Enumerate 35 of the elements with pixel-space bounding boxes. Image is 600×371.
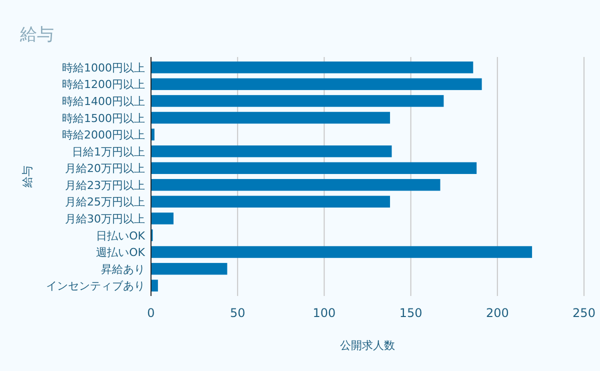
bar <box>151 62 474 74</box>
y-tick-label: 時給1000円以上 <box>62 61 145 74</box>
x-tick-label: 0 <box>147 306 155 320</box>
bar <box>151 78 482 90</box>
chart-title: 給与 <box>19 25 54 45</box>
y-tick-label: 週払いOK <box>96 246 146 260</box>
bar <box>151 212 174 224</box>
y-tick-label: 日給1万円以上 <box>72 145 145 158</box>
y-tick-label: 時給1200円以上 <box>62 78 145 92</box>
bar <box>151 145 392 158</box>
y-tick-label: 時給1400円以上 <box>62 94 145 108</box>
y-tick-label: 昇給あり <box>101 262 145 276</box>
bar <box>151 262 228 275</box>
bar <box>151 280 158 292</box>
y-tick-label: 日払いOK <box>96 229 146 242</box>
x-axis-title: 公開求人数 <box>340 339 395 352</box>
bar <box>151 162 477 174</box>
y-axis-title: 給与 <box>21 166 34 188</box>
x-tick-label: 100 <box>312 306 336 320</box>
y-tick-label: インセンティブあり <box>46 280 145 293</box>
y-tick-label: 時給2000円以上 <box>62 128 145 142</box>
bar <box>151 95 444 107</box>
y-tick-label: 時給1500円以上 <box>62 112 145 125</box>
bar <box>151 179 440 191</box>
x-tick-label: 50 <box>230 306 246 320</box>
bar <box>151 246 532 258</box>
y-tick-label: 月給20万円以上 <box>65 162 145 176</box>
y-tick-label: 月給23万円以上 <box>65 178 145 192</box>
bar <box>151 196 390 208</box>
x-tick-label: 150 <box>399 306 422 320</box>
y-tick-label: 月給30万円以上 <box>65 212 145 226</box>
y-tick-label: 月給25万円以上 <box>65 196 145 209</box>
x-tick-label: 250 <box>572 306 596 320</box>
x-tick-label: 200 <box>486 306 509 320</box>
bar <box>151 112 390 124</box>
